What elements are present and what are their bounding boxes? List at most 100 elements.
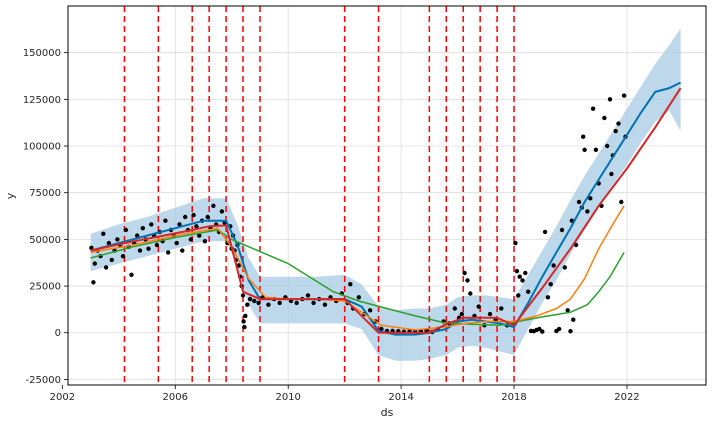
- observation-point: [487, 311, 493, 317]
- observation-point: [294, 300, 299, 306]
- observation-point: [476, 304, 481, 309]
- observation-point: [588, 196, 593, 201]
- observation-point: [137, 248, 143, 253]
- observation-point: [140, 226, 145, 231]
- x-tick-label: 2014: [388, 392, 413, 403]
- observation-point: [191, 212, 196, 218]
- observation-point: [211, 203, 216, 208]
- observation-point: [205, 214, 210, 220]
- x-tick-label: 2022: [614, 392, 639, 403]
- observation-point: [523, 270, 528, 276]
- forecast-uncertainty-band: [90, 28, 681, 361]
- observation-point: [551, 263, 556, 268]
- observation-point: [609, 171, 614, 177]
- observation-point: [459, 311, 464, 317]
- plot-frame: [67, 5, 707, 386]
- y-tick-label: 75000: [29, 188, 61, 199]
- observation-point: [542, 229, 548, 235]
- observation-point: [123, 227, 129, 233]
- observation-point: [517, 274, 522, 279]
- y-tick-label: 50000: [29, 235, 61, 246]
- observation-point: [462, 270, 467, 276]
- observation-point: [89, 245, 94, 250]
- observation-point: [571, 317, 576, 322]
- observation-point: [166, 250, 171, 255]
- observation-point: [568, 329, 573, 334]
- observation-point: [202, 239, 208, 244]
- observation-point: [562, 265, 567, 270]
- x-tick-label: 2006: [163, 392, 188, 403]
- observation-point: [219, 209, 225, 214]
- observation-point: [559, 227, 565, 233]
- y-axis-label: y: [4, 192, 17, 199]
- observation-point: [311, 300, 316, 306]
- observation-point: [520, 278, 525, 283]
- observation-point: [266, 302, 271, 307]
- observation-point: [242, 324, 247, 330]
- observation-point: [322, 302, 328, 307]
- observation-point: [197, 233, 202, 238]
- y-tick-label: 100000: [23, 142, 61, 153]
- observation-point: [247, 296, 253, 302]
- observation-point: [573, 242, 579, 248]
- observation-point: [379, 326, 384, 332]
- observation-point: [499, 306, 504, 311]
- observation-point: [188, 237, 193, 242]
- y-tick-label: -25000: [26, 375, 61, 386]
- observation-point: [348, 282, 353, 287]
- observation-point: [607, 97, 613, 102]
- observation-point: [101, 231, 106, 236]
- observation-point: [526, 289, 531, 294]
- y-tick-label: 150000: [23, 48, 61, 59]
- observation-point: [590, 106, 596, 111]
- observation-point: [557, 326, 562, 332]
- observation-point: [154, 242, 160, 248]
- observation-point: [174, 240, 179, 246]
- y-tick-label: 0: [55, 328, 61, 339]
- observation-point: [120, 254, 126, 259]
- observation-point: [465, 278, 470, 283]
- observation-point: [109, 257, 115, 263]
- x-tick-label: 2018: [501, 392, 526, 403]
- observation-point: [565, 308, 570, 313]
- observation-point: [585, 209, 590, 214]
- observation-point: [605, 143, 610, 149]
- observation-point: [149, 222, 154, 227]
- observation-point: [468, 291, 473, 296]
- observation-point: [619, 199, 624, 205]
- observation-point: [236, 263, 241, 268]
- observation-point: [180, 248, 185, 253]
- forecast-line: [90, 81, 682, 336]
- observation-point: [540, 329, 545, 334]
- observation-point: [256, 300, 261, 306]
- observation-point: [92, 261, 98, 266]
- observation-point: [252, 298, 257, 304]
- observation-point: [356, 295, 361, 300]
- x-axis-label: ds: [381, 406, 394, 419]
- observation-point: [243, 313, 248, 319]
- observation-point: [537, 326, 542, 332]
- observation-point: [545, 295, 551, 300]
- observation-point: [513, 240, 518, 246]
- observation-point: [582, 147, 587, 152]
- observation-point: [240, 293, 246, 298]
- observation-point: [177, 222, 182, 227]
- observation-point: [452, 306, 457, 311]
- observation-point: [163, 218, 168, 223]
- series-layer: [90, 81, 682, 336]
- observation-point: [106, 240, 112, 246]
- observation-point: [516, 293, 521, 298]
- observation-point: [305, 293, 311, 298]
- y-tick-label: 125000: [23, 95, 61, 106]
- observation-point: [91, 280, 96, 285]
- x-tick-label: 2010: [275, 392, 300, 403]
- x-axis-ticks: 2002 2006 2010 2014 2018 2022: [50, 385, 640, 403]
- observation-point: [146, 246, 151, 251]
- observation-point: [616, 121, 621, 126]
- observation-point: [194, 224, 199, 229]
- y-axis-ticks: -25000 0 25000 50000 75000 100000 125000 150000: [23, 48, 68, 386]
- observation-point: [183, 214, 188, 220]
- observation-point: [135, 233, 140, 238]
